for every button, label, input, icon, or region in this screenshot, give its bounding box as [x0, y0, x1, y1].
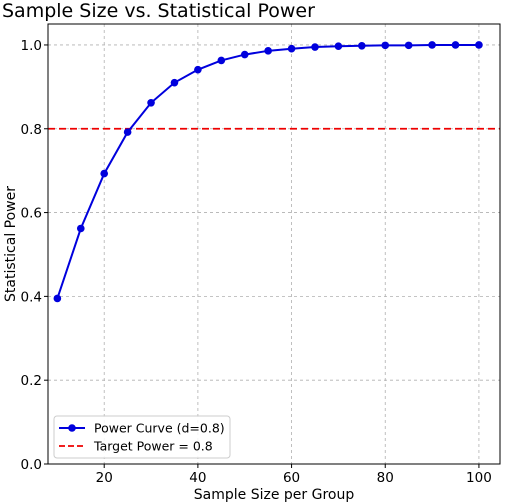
power-curve-point: [123, 128, 132, 136]
power-curve-point: [240, 50, 249, 59]
y-tick-label: 0.4: [21, 289, 42, 305]
power-curve-point: [76, 224, 85, 233]
power-curve-point: [264, 47, 272, 55]
x-tick-label: 20: [96, 470, 113, 486]
power-curve-point: [404, 41, 413, 50]
legend-target-label: Target Power = 0.8: [93, 439, 213, 454]
power-curve-point: [358, 41, 366, 50]
x-tick-label: 60: [283, 470, 300, 486]
y-axis-label: Statistical Power: [3, 186, 19, 302]
legend-box: [53, 415, 231, 459]
power-curve-point: [147, 98, 155, 107]
power-curve-point: [428, 41, 436, 49]
power-curve-point: [194, 65, 202, 74]
y-tick-label: 0.8: [21, 122, 42, 138]
power-curve-point: [451, 41, 460, 49]
x-tick-label: 40: [189, 470, 206, 486]
power-curve-point: [311, 43, 319, 51]
y-axis-ticks: 0.0 0.2 0.4 0.6 0.8 1.0: [21, 38, 48, 473]
power-curve-point: [217, 56, 226, 65]
power-curve-point: [287, 44, 296, 53]
power-curve-point: [100, 169, 109, 178]
power-curve-point: [334, 42, 343, 51]
power-curve-point: [170, 78, 179, 87]
data-series: [53, 41, 483, 303]
chart-title: Sample Size vs. Statistical Power: [2, 0, 315, 22]
power-curve-line: [56, 43, 479, 299]
legend-series-marker: [68, 424, 76, 432]
power-curve-point: [53, 294, 62, 303]
power-curve-point: [475, 41, 483, 49]
legend: Power Curve (d=0.8) Target Power = 0.8: [53, 415, 231, 459]
grid-lines: [48, 24, 500, 465]
y-tick-label: 1.0: [21, 38, 42, 54]
y-tick-label: 0.6: [21, 206, 42, 222]
x-tick-label: 100: [466, 470, 492, 486]
x-axis-label: Sample Size per Group: [194, 487, 355, 503]
plot-frame: [47, 23, 501, 465]
y-tick-label: 0.0: [21, 457, 42, 473]
x-tick-label: 80: [377, 470, 394, 486]
legend-series-label: Power Curve (d=0.8): [94, 421, 225, 436]
power-curve-point: [381, 41, 390, 50]
x-axis-ticks: 20 40 60 80 100: [96, 464, 492, 486]
y-tick-label: 0.2: [21, 373, 42, 389]
